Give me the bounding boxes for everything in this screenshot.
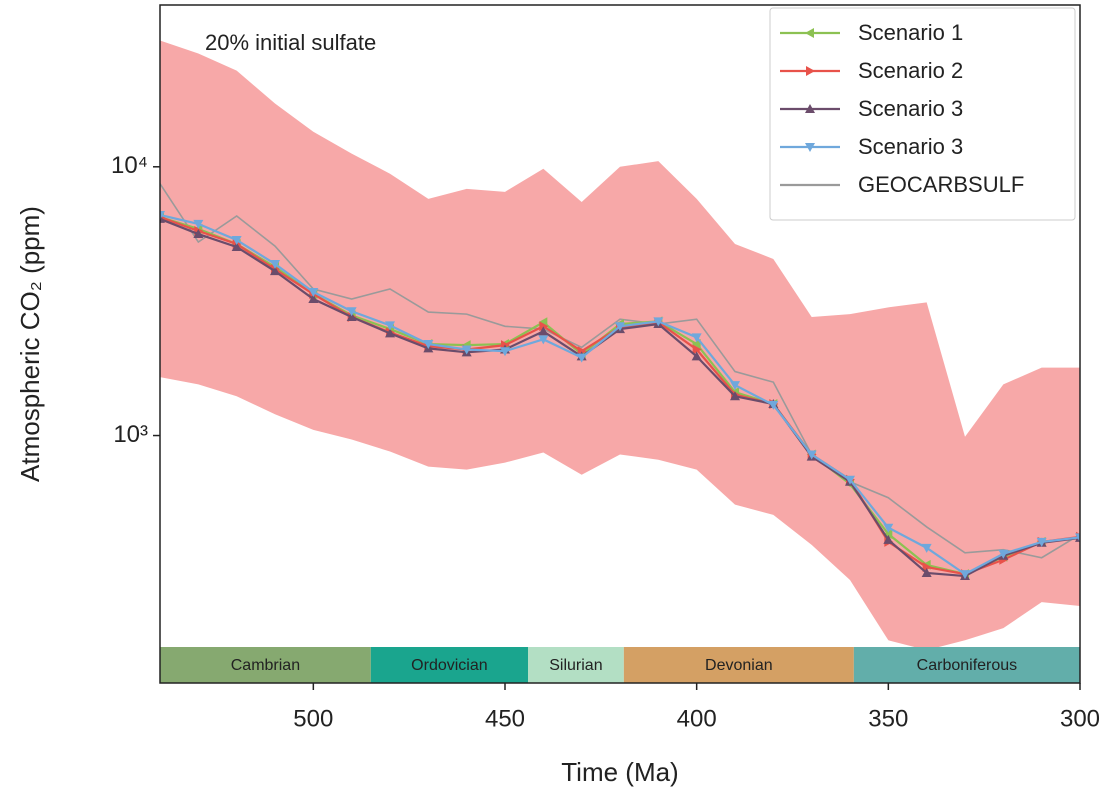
data-point bbox=[423, 340, 434, 350]
legend-label: Scenario 2 bbox=[858, 58, 963, 83]
data-point bbox=[921, 567, 932, 577]
legend-marker bbox=[805, 28, 814, 38]
data-point bbox=[1075, 533, 1080, 543]
period-label: Ordovician bbox=[411, 657, 487, 674]
x-tick-label: 300 bbox=[1060, 705, 1100, 732]
data-point bbox=[270, 266, 280, 276]
x-tick-label: 450 bbox=[485, 705, 525, 732]
x-tick-label: 500 bbox=[293, 705, 333, 732]
period-box bbox=[160, 647, 371, 683]
data-point bbox=[921, 543, 932, 553]
data-point bbox=[730, 381, 740, 391]
legend-label: Scenario 3 bbox=[858, 134, 963, 159]
y-axis-label: Atmospheric CO₂ (ppm) bbox=[15, 206, 45, 482]
data-point bbox=[461, 345, 472, 355]
data-point bbox=[160, 213, 165, 223]
period-box bbox=[623, 647, 854, 683]
legend-marker bbox=[805, 104, 815, 113]
legend-box bbox=[769, 7, 1076, 221]
data-point bbox=[538, 335, 549, 345]
data-point bbox=[308, 294, 319, 304]
legend-label: GEOCARBSULF bbox=[858, 172, 1024, 197]
data-point bbox=[193, 219, 204, 229]
data-point bbox=[500, 347, 510, 357]
data-point bbox=[922, 562, 932, 573]
data-point bbox=[960, 570, 970, 580]
data-point bbox=[385, 321, 395, 331]
data-point bbox=[883, 529, 893, 540]
data-point bbox=[160, 210, 165, 220]
plot-area bbox=[160, 40, 1080, 651]
data-point bbox=[691, 339, 701, 350]
data-point bbox=[576, 353, 587, 363]
data-point bbox=[768, 400, 779, 410]
data-point bbox=[538, 326, 549, 336]
y-tick-label: 10⁴ bbox=[111, 152, 148, 179]
data-point bbox=[539, 321, 549, 332]
legend-marker bbox=[806, 66, 815, 76]
x-tick-label: 350 bbox=[868, 705, 908, 732]
data-point bbox=[231, 241, 242, 251]
period-box bbox=[853, 647, 1080, 683]
data-point bbox=[691, 333, 702, 343]
annotation: 20% initial sulfate bbox=[205, 30, 376, 55]
period-label: Cambrian bbox=[231, 657, 300, 674]
y-tick-label: 10³ bbox=[113, 421, 148, 448]
data-point bbox=[308, 288, 319, 298]
legend-marker bbox=[805, 143, 815, 152]
data-point bbox=[193, 229, 204, 239]
period-label: Carboniferous bbox=[917, 657, 1018, 674]
period-box bbox=[528, 647, 624, 683]
x-tick-label: 400 bbox=[677, 705, 717, 732]
plot-frame bbox=[159, 4, 1081, 684]
data-point bbox=[1036, 537, 1047, 547]
period-label: Devonian bbox=[705, 657, 773, 674]
x-axis-label: Time (Ma) bbox=[561, 757, 678, 787]
data-point bbox=[845, 475, 855, 485]
period-label: Silurian bbox=[549, 657, 602, 674]
data-point bbox=[806, 450, 817, 460]
data-point bbox=[883, 534, 894, 544]
data-point bbox=[691, 351, 702, 361]
legend-label: Scenario 3 bbox=[858, 96, 963, 121]
data-point bbox=[883, 523, 894, 533]
data-point bbox=[615, 322, 625, 332]
data-point bbox=[346, 312, 357, 322]
period-box bbox=[370, 647, 528, 683]
data-point bbox=[653, 317, 664, 327]
data-point bbox=[385, 328, 395, 338]
legend-label: Scenario 1 bbox=[858, 20, 963, 45]
data-point bbox=[730, 391, 740, 401]
data-point bbox=[270, 259, 280, 269]
uncertainty-band bbox=[160, 40, 1080, 651]
data-point bbox=[692, 344, 702, 355]
data-point bbox=[346, 307, 357, 317]
data-point bbox=[998, 549, 1009, 559]
data-point bbox=[231, 236, 242, 246]
